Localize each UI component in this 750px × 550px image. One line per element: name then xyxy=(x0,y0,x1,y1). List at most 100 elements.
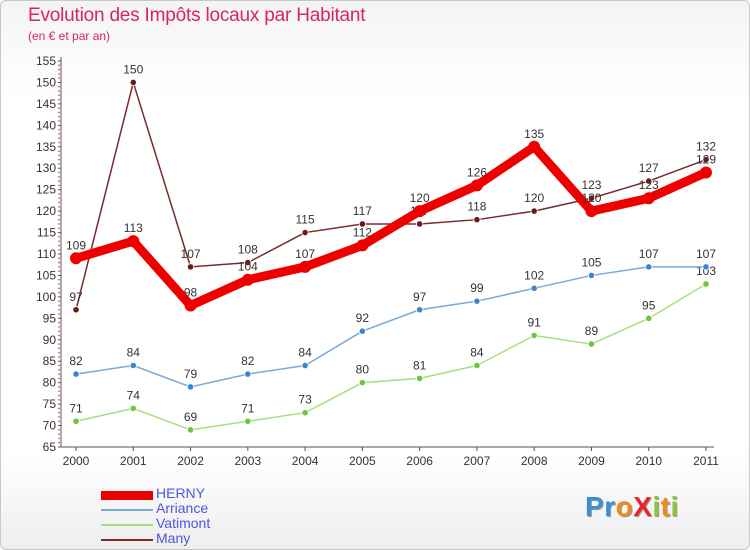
y-minor-tick xyxy=(58,399,60,401)
y-tick-label: 70 xyxy=(43,419,57,433)
data-point-many xyxy=(530,207,538,215)
y-minor-tick xyxy=(58,287,60,290)
data-point-many xyxy=(473,216,481,224)
y-tick-label: 155 xyxy=(36,54,56,68)
y-minor-tick xyxy=(58,304,60,307)
data-point-vatimont xyxy=(72,417,80,425)
y-tick-label: 110 xyxy=(37,247,56,261)
y-minor-tick xyxy=(58,429,60,431)
y-minor-tick xyxy=(58,364,60,367)
legend-label: HERNY xyxy=(156,485,206,501)
y-minor-tick xyxy=(58,377,60,380)
legend-swatch xyxy=(101,524,153,526)
data-label-arriance: 107 xyxy=(696,247,716,261)
y-minor-tick xyxy=(58,248,60,251)
y-minor-tick xyxy=(58,407,60,410)
y-minor-tick xyxy=(58,326,60,328)
data-label-vatimont: 95 xyxy=(642,298,656,312)
x-tick-label: 2008 xyxy=(521,454,548,468)
data-point-herny xyxy=(585,205,598,218)
data-label-arriance: 82 xyxy=(69,354,83,368)
data-point-herny xyxy=(470,179,483,192)
data-point-herny xyxy=(127,235,140,248)
data-label-herny: 98 xyxy=(184,285,198,299)
x-tick-label: 2009 xyxy=(578,454,605,468)
series-line-arriance xyxy=(75,266,707,388)
data-label-herny: 120 xyxy=(581,191,601,205)
chart-title: Evolution des Impôts locaux par Habitant xyxy=(28,5,366,26)
y-minor-tick xyxy=(58,321,60,324)
data-point-herny xyxy=(413,205,426,218)
proxiti-logo: ProXiti xyxy=(585,491,679,523)
data-point-herny xyxy=(356,239,369,252)
data-point-many xyxy=(587,194,596,202)
data-label-many: 108 xyxy=(238,243,258,257)
y-minor-tick xyxy=(58,85,60,88)
data-label-arriance: 92 xyxy=(356,311,370,325)
data-label-many: 117 xyxy=(353,204,372,218)
data-label-many: 132 xyxy=(696,140,716,154)
data-point-many xyxy=(702,156,710,164)
y-tick-label: 130 xyxy=(36,161,56,175)
y-tick-label: 135 xyxy=(36,140,56,154)
data-point-arriance xyxy=(72,370,80,378)
data-point-vatimont xyxy=(530,331,538,340)
y-minor-tick xyxy=(58,171,60,174)
data-point-arriance xyxy=(358,327,366,335)
y-minor-tick xyxy=(58,180,60,182)
data-point-many xyxy=(301,228,309,237)
y-minor-tick xyxy=(58,351,60,354)
data-label-arriance: 84 xyxy=(127,346,141,360)
y-minor-tick xyxy=(58,369,60,371)
data-point-vatimont xyxy=(587,340,596,348)
x-tick-label: 2004 xyxy=(292,454,319,468)
data-point-arriance xyxy=(645,263,653,271)
data-point-herny xyxy=(299,260,312,273)
y-minor-tick xyxy=(58,107,60,109)
data-point-many xyxy=(358,220,366,228)
data-point-many xyxy=(645,177,653,185)
data-label-arriance: 105 xyxy=(581,255,601,269)
y-minor-tick xyxy=(58,236,60,238)
data-label-arriance: 99 xyxy=(470,281,484,295)
y-minor-tick xyxy=(58,206,60,208)
data-label-many: 118 xyxy=(467,200,486,214)
legend-label: Vatimont xyxy=(156,515,211,531)
y-minor-tick xyxy=(58,227,60,230)
logo-letter: P xyxy=(585,491,605,522)
data-point-many xyxy=(129,78,137,87)
legend-label: Arriance xyxy=(156,500,209,516)
y-minor-tick xyxy=(58,433,60,435)
y-minor-tick xyxy=(58,128,60,131)
data-label-herny: 107 xyxy=(295,247,315,261)
y-minor-tick xyxy=(58,390,60,393)
data-point-arriance xyxy=(473,297,481,305)
data-label-vatimont: 80 xyxy=(356,363,370,377)
y-minor-tick xyxy=(58,437,60,440)
data-point-vatimont xyxy=(645,314,653,322)
y-minor-tick xyxy=(58,266,60,268)
data-label-many: 127 xyxy=(639,161,659,175)
data-point-herny xyxy=(70,252,82,265)
y-minor-tick xyxy=(58,158,60,161)
y-minor-tick xyxy=(58,141,60,144)
logo-letter: i xyxy=(652,491,661,522)
y-minor-tick xyxy=(58,347,60,350)
series-line-many xyxy=(75,81,707,311)
y-minor-tick xyxy=(58,223,60,225)
data-label-vatimont: 74 xyxy=(127,388,141,402)
x-tick-label: 2011 xyxy=(693,454,719,468)
data-label-many: 120 xyxy=(524,191,544,205)
legend-swatch xyxy=(101,509,153,511)
data-label-many: 97 xyxy=(69,290,83,304)
data-label-herny: 123 xyxy=(639,178,659,192)
y-minor-tick xyxy=(58,270,60,272)
data-point-herny xyxy=(241,273,254,286)
y-minor-tick xyxy=(58,111,60,114)
logo-letter: i xyxy=(670,491,679,522)
data-label-herny: 126 xyxy=(467,165,487,179)
y-tick-label: 140 xyxy=(36,118,56,132)
data-label-vatimont: 84 xyxy=(470,346,484,360)
